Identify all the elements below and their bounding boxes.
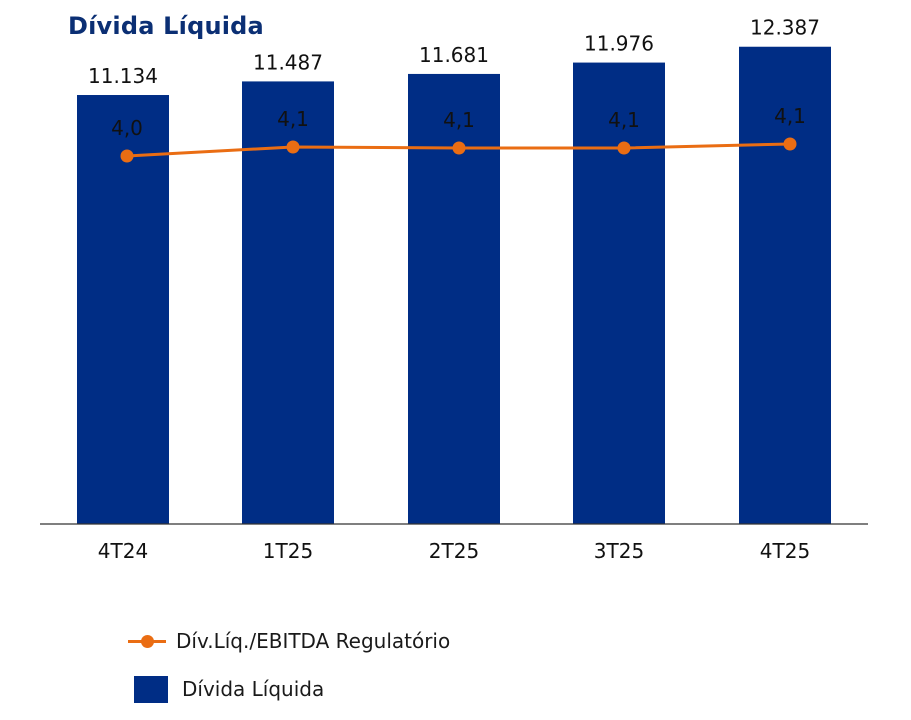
legend: Dív.Líq./EBITDA Regulatório Dívida Líqui… bbox=[128, 624, 450, 720]
bar-value-label: 11.134 bbox=[88, 64, 158, 88]
x-tick-label: 1T25 bbox=[263, 539, 313, 563]
ratio-value-label: 4,0 bbox=[111, 116, 143, 140]
bar-1T25 bbox=[242, 81, 334, 524]
ratio-value-label: 4,1 bbox=[774, 104, 806, 128]
legend-item-ratio: Dív.Líq./EBITDA Regulatório bbox=[128, 624, 450, 658]
chart-canvas: 11.134 11.487 11.681 11.976 12.387 4T24 1T25 2… bbox=[40, 16, 868, 563]
x-tick-label: 3T25 bbox=[594, 539, 644, 563]
bar-4T24 bbox=[77, 95, 169, 525]
chart-title: Dívida Líquida bbox=[68, 12, 264, 40]
ratio-point-3T25 bbox=[617, 141, 631, 155]
x-tick-labels: 4T24 1T25 2T25 3T25 4T25 bbox=[98, 539, 810, 563]
ratio-value-label: 4,1 bbox=[443, 108, 475, 132]
x-tick-label: 4T25 bbox=[760, 539, 810, 563]
x-tick-label: 2T25 bbox=[429, 539, 479, 563]
legend-label-ratio: Dív.Líq./EBITDA Regulatório bbox=[176, 629, 451, 653]
ratio-point-2T25 bbox=[452, 141, 466, 155]
ratio-value-label: 4,1 bbox=[608, 108, 640, 132]
ratio-line-layer: 4,0 4,1 4,1 4,1 4,1 bbox=[111, 104, 806, 163]
bar-value-label: 12.387 bbox=[750, 16, 820, 40]
ratio-point-4T24 bbox=[120, 149, 134, 163]
bar-swatch-icon bbox=[134, 675, 168, 703]
bar-4T25 bbox=[739, 46, 831, 524]
bar-value-label: 11.487 bbox=[253, 50, 323, 74]
bar-3T25 bbox=[573, 62, 665, 524]
bar-labels-layer: 11.134 11.487 11.681 11.976 12.387 bbox=[88, 16, 820, 88]
bar-2T25 bbox=[408, 73, 500, 525]
ratio-point-4T25 bbox=[783, 137, 797, 151]
x-tick-label: 4T24 bbox=[98, 539, 148, 563]
legend-item-debt: Dívida Líquida bbox=[128, 672, 450, 706]
ratio-value-label: 4,1 bbox=[277, 107, 309, 131]
legend-label-debt: Dívida Líquida bbox=[182, 677, 325, 701]
bar-value-label: 11.976 bbox=[584, 32, 654, 56]
line-marker-icon bbox=[128, 634, 166, 648]
bar-value-label: 11.681 bbox=[419, 43, 489, 67]
ratio-point-1T25 bbox=[286, 140, 300, 154]
